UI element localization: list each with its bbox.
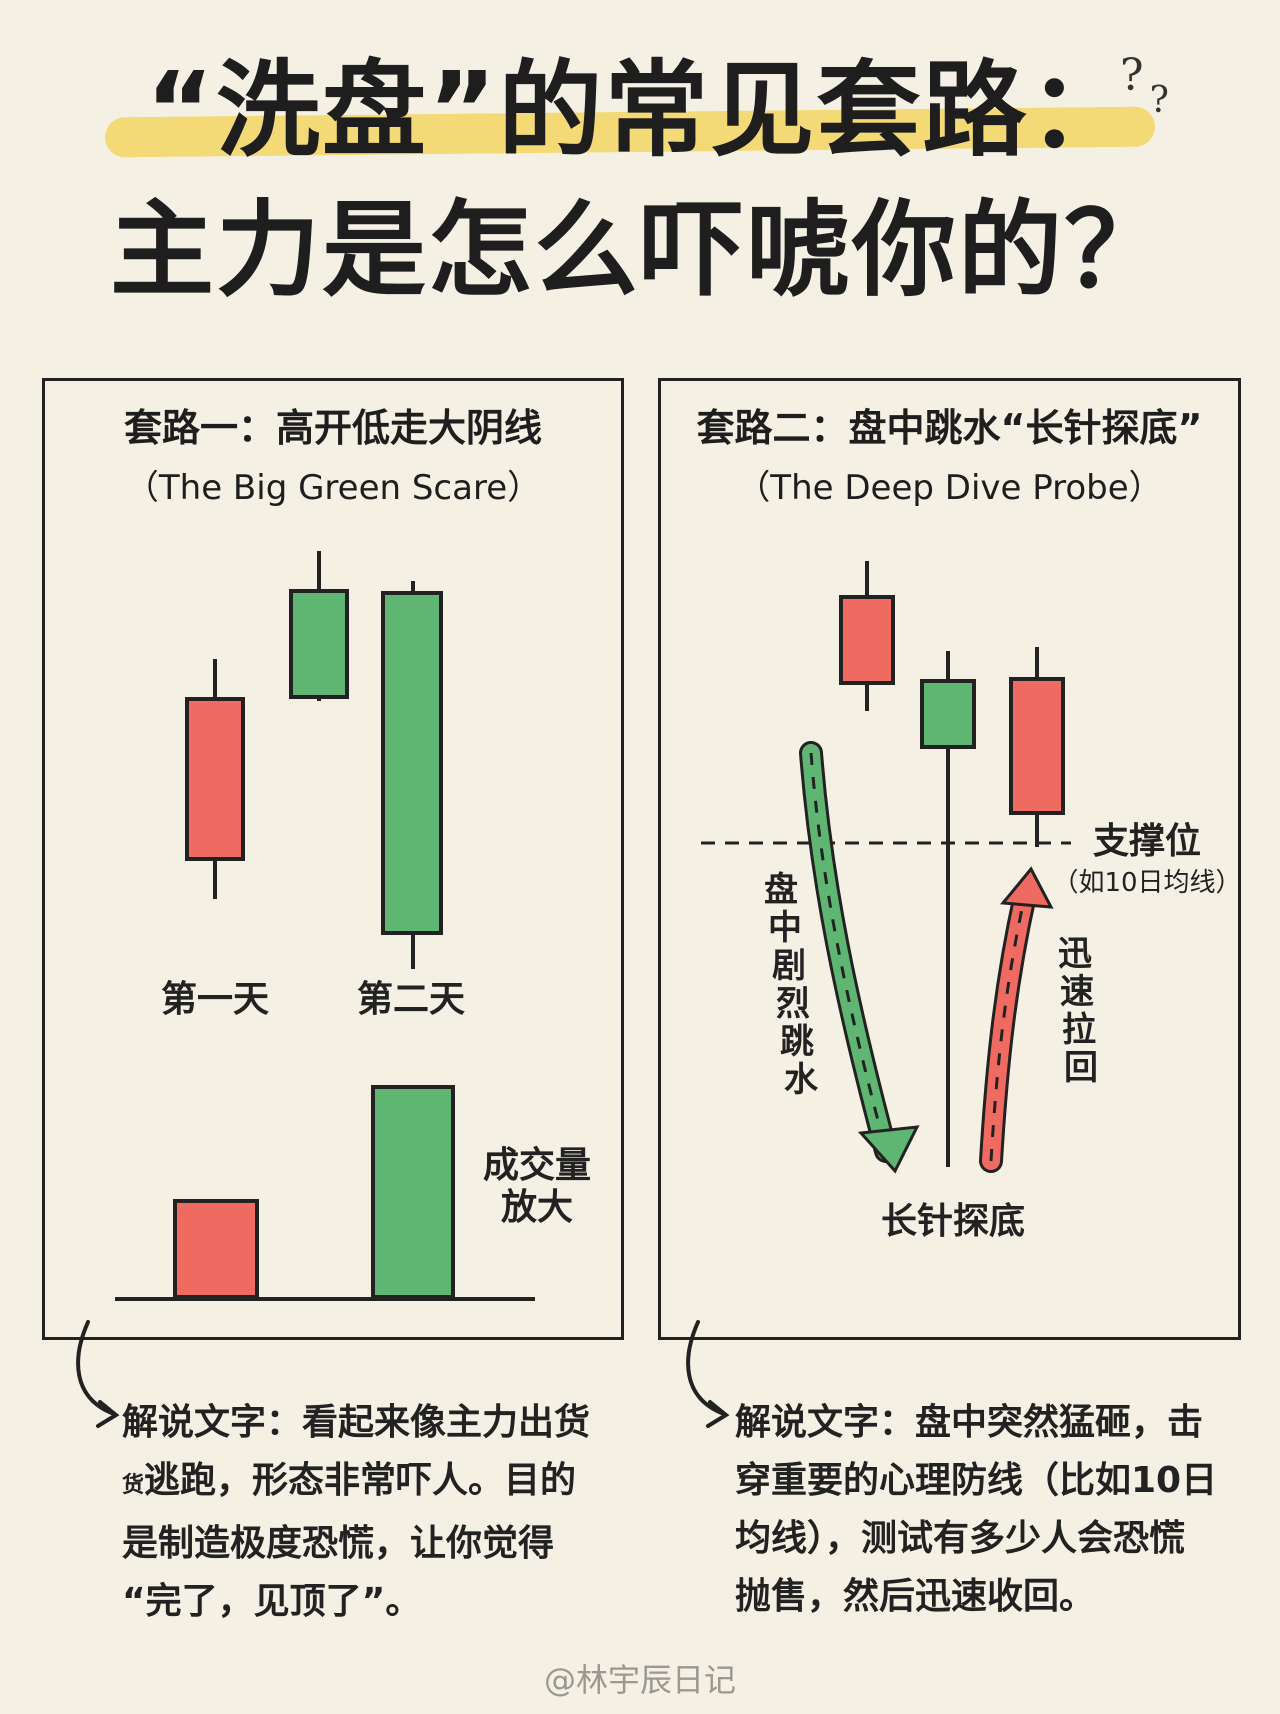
candle-3-body [1009,677,1065,815]
dive-arrow-dash [809,752,888,1152]
candle-day-1-body [185,697,245,861]
panel-deep-dive-probe: 套路二：盘中跳水“长针探底” （The Deep Dive Probe） 支撑位… [658,378,1241,1340]
day-2-label: 第二天 [357,979,465,1020]
support-label: 支撑位 [1093,821,1201,862]
candle-day-2 [381,581,443,969]
panel-1-title: 套路一：高开低走大阴线 [123,406,542,450]
rally-arrow-head [1000,866,1054,909]
dive-char-1: 盘 [764,870,798,910]
panel-2-subtitle: （The Deep Dive Probe） [736,468,1163,508]
candle-day-1 [185,659,245,899]
volume-bar-day-2 [371,1085,455,1299]
candle-day-2-body [381,591,443,935]
rally-char-1: 迅 [1058,934,1092,974]
panel-big-green-scare: 套路一：高开低走大阴线 （The Big Green Scare） 第一天 第二… [42,378,624,1340]
caption-2-label: 解说文字： [735,1402,916,1443]
dive-char-2: 中 [768,908,802,948]
rally-char-3: 拉 [1062,1010,1096,1050]
panel-1-chart: 第一天 第二天 成交量 放大 [115,551,591,1301]
caption-2-line-4: 抛售，然后迅速收回。 [735,1576,1096,1617]
candle-3 [1009,647,1065,847]
candle-2-body [920,679,976,749]
candle-2-long-needle [920,651,976,1167]
caption-2-arrow-icon [686,1320,730,1428]
dive-arrow-head [857,1125,920,1174]
dive-char-3: 剧 [772,946,806,986]
candle-gap-open [289,551,349,701]
caption-1-line-2: 逃跑，形态非常吓人。目的 [144,1460,577,1501]
footer-watermark: @林宇辰日记 [543,1661,736,1699]
page-title: “洗盘”的常见套路： 主力是怎么吓唬你的？ [0,40,1280,320]
caption-1-line-1: 看起来像主力出货 [302,1402,591,1443]
caption-1-label: 解说文字： [122,1402,303,1443]
panel-2-chart: 支撑位 （如10日均线） 盘 中 剧 烈 跳 水 迅 速 拉 回 长针探底 [701,561,1238,1242]
dive-char-5: 跳 [780,1022,814,1062]
probe-label: 长针探底 [881,1201,1025,1242]
title-line-1: “洗盘”的常见套路： [145,49,1135,171]
candle-gap-open-body [289,589,349,699]
support-note: （如10日均线） [1052,868,1238,898]
caption-1-line-3: 是制造极度恐慌，让你觉得 [122,1523,555,1564]
dive-char-4: 烈 [776,984,810,1024]
caption-2-line-1: 盘中突然猛砸，击 [915,1402,1204,1443]
caption-2: 解说文字：盘中突然猛砸，击 穿重要的心理防线（比如10日 均线），测试有多少人会… [735,1394,1255,1626]
day-1-label: 第一天 [161,979,269,1020]
panel-2-title: 套路二：盘中跳水“长针探底” [696,406,1203,450]
title-line-2: 主力是怎么吓唬你的？ [109,189,1170,311]
question-marks-icon: ?? [1120,50,1169,121]
candle-1 [839,561,895,711]
volume-label-2: 放大 [501,1187,573,1228]
caption-1: 解说文字：看起来像主力出货 货逃跑，形态非常吓人。目的 是制造极度恐慌，让你觉得… [122,1394,622,1631]
caption-1-small-prefix: 货 [122,1473,145,1498]
caption-2-line-2: 穿重要的心理防线（比如10日 [735,1460,1218,1501]
rally-arrow [982,886,1034,1170]
caption-1-line-4: “完了，见顶了”。 [122,1581,422,1622]
caption-2-line-3: 均线），测试有多少人会恐慌 [735,1518,1186,1559]
panel-1-subtitle: （The Big Green Scare） [124,468,542,508]
rally-char-4: 回 [1064,1048,1098,1088]
dive-char-6: 水 [784,1060,819,1100]
caption-1-arrow-icon [76,1320,120,1428]
rally-char-2: 速 [1060,972,1094,1012]
candle-1-body [839,595,895,685]
volume-bar-day-1 [173,1199,259,1299]
volume-label-1: 成交量 [483,1144,591,1186]
